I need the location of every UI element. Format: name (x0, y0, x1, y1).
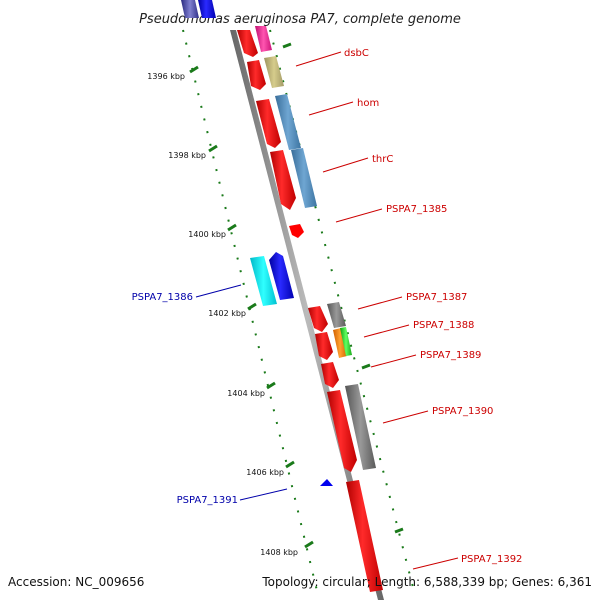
cds-feature-dsbc (264, 56, 284, 88)
gene-label-dsbc[interactable]: dsbC (344, 48, 369, 59)
tick-label-1406: 1406 kbp (246, 468, 284, 477)
tick-label-1398: 1398 kbp (168, 151, 206, 160)
cds-feature-thrc (291, 148, 317, 208)
reverse-strand-features (181, 0, 333, 486)
cds-feature (181, 0, 199, 18)
cds-feature-pspa7-1390 (345, 384, 376, 470)
tick-mark (266, 381, 276, 390)
cds-feature (321, 362, 339, 388)
tick-mark (304, 540, 314, 549)
genome-summary-text: Topology: circular; Length: 6,588,339 bp… (261, 575, 592, 589)
accession-text: Accession: NC_009656 (8, 575, 144, 589)
cds-feature-pspa7-1391 (320, 479, 333, 486)
cds-feature-pspa7-1387 (327, 302, 346, 328)
cds-feature (198, 0, 216, 18)
cds-feature-hom (275, 94, 301, 150)
tick-mark (227, 223, 237, 232)
map-title: Pseudomonas aeruginosa PA7, complete gen… (139, 12, 461, 27)
tick-ruler (182, 29, 416, 596)
cds-feature-pspa7-1392 (346, 480, 383, 592)
gene-label-pspa7-1392[interactable]: PSPA7_1392 (461, 554, 522, 565)
cds-feature-pspa7-1386 (250, 256, 277, 306)
tick-label-1404: 1404 kbp (227, 389, 265, 398)
gene-label-pspa7-1391[interactable]: PSPA7_1391 (177, 495, 238, 506)
cds-feature (237, 30, 258, 57)
cds-feature (256, 99, 281, 148)
tick-label-1400: 1400 kbp (188, 230, 226, 239)
tick-mark (189, 65, 199, 74)
cds-feature (308, 306, 328, 332)
gene-label-pspa7-1389[interactable]: PSPA7_1389 (420, 350, 481, 361)
tick-mark (208, 144, 218, 153)
cds-feature (247, 60, 266, 90)
tick-label-1408: 1408 kbp (260, 548, 298, 557)
gene-label-thrc[interactable]: thrC (372, 154, 393, 165)
cds-feature-pspa7-1388 (333, 328, 347, 358)
tick-mark (285, 460, 295, 469)
gene-label-pspa7-1388[interactable]: PSPA7_1388 (413, 320, 474, 331)
gene-label-pspa7-1390[interactable]: PSPA7_1390 (432, 406, 493, 417)
cds-feature (327, 390, 357, 472)
gene-label-pspa7-1385[interactable]: PSPA7_1385 (386, 204, 447, 215)
forward-strand-features (237, 26, 383, 592)
forward-leader-lines (295, 51, 459, 570)
cds-feature-pspa7-1386-arrow (269, 252, 294, 300)
cds-feature-pspa7-1389 (340, 327, 352, 356)
gene-label-pspa7-1387[interactable]: PSPA7_1387 (406, 292, 467, 303)
tick-mark (247, 302, 257, 311)
reverse-leader-lines (195, 284, 288, 501)
cds-feature (255, 26, 272, 52)
cds-feature-pspa7-1385 (289, 224, 304, 238)
tick-label-1396: 1396 kbp (147, 72, 185, 81)
tick-label-1402: 1402 kbp (208, 309, 246, 318)
cds-feature (270, 150, 296, 210)
gene-label-hom[interactable]: hom (357, 98, 379, 109)
cds-feature (315, 332, 333, 360)
gene-label-pspa7-1386[interactable]: PSPA7_1386 (132, 292, 193, 303)
